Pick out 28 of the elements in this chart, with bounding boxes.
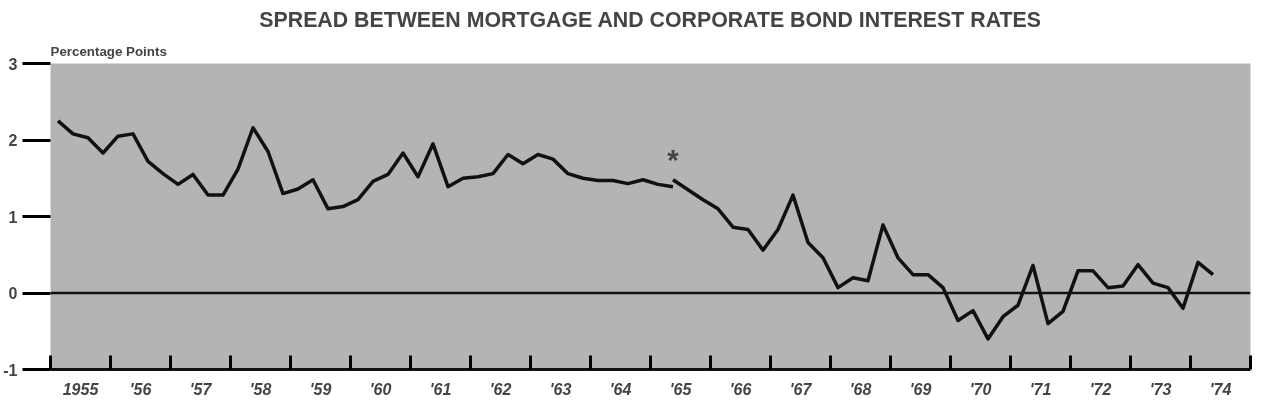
x-tick-label: '61 bbox=[429, 380, 452, 398]
chart-title: SPREAD BETWEEN MORTGAGE AND CORPORATE BOND INTEREST RATES bbox=[259, 7, 1041, 32]
y-tick-label: 3 bbox=[8, 55, 18, 73]
x-tick-label: '68 bbox=[849, 380, 872, 398]
x-tick-label: '69 bbox=[909, 380, 932, 398]
x-tick-label: '72 bbox=[1089, 380, 1112, 398]
y-tick-label: 2 bbox=[8, 132, 18, 149]
annotation: * bbox=[667, 142, 680, 176]
x-tick-label: '60 bbox=[369, 380, 392, 398]
x-tick-label: '74 bbox=[1209, 380, 1232, 398]
x-tick-label: '64 bbox=[609, 380, 632, 398]
x-tick-label: '58 bbox=[249, 380, 272, 398]
x-tick-label: '65 bbox=[669, 380, 693, 398]
x-tick-label: '67 bbox=[789, 380, 813, 398]
x-tick-label: '73 bbox=[1149, 380, 1172, 398]
x-tick-label: '70 bbox=[969, 380, 992, 398]
x-tick-label: '66 bbox=[729, 380, 752, 398]
x-tick-label: '59 bbox=[309, 380, 332, 398]
x-tick-label: '57 bbox=[189, 380, 213, 398]
y-tick-label: 0 bbox=[8, 285, 18, 302]
y-tick-label: 1 bbox=[8, 208, 18, 226]
x-tick-label: '56 bbox=[129, 380, 152, 398]
y-tick-label: -1 bbox=[3, 361, 18, 379]
y-axis-title: Percentage Points bbox=[50, 43, 167, 59]
x-tick-label: 1955 bbox=[62, 380, 100, 398]
x-tick-label: '63 bbox=[549, 380, 572, 398]
x-tick-label: '62 bbox=[489, 380, 512, 398]
x-tick-label: '71 bbox=[1029, 380, 1052, 398]
